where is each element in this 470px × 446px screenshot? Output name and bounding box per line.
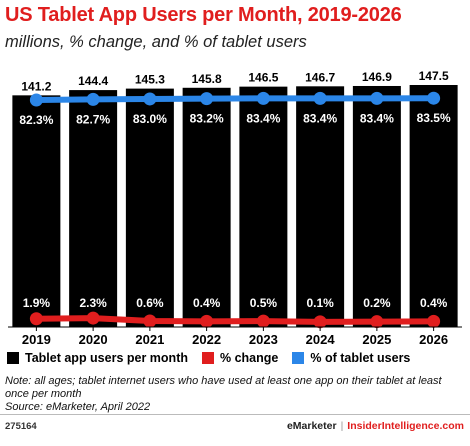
chart-id: 275164 [5,421,37,432]
change-point-2025 [370,315,384,329]
bar-2023 [239,86,288,327]
legend-swatch-change [202,352,214,364]
chart-subtitle: millions, % change, and % of tablet user… [5,33,307,51]
change-point-2019 [29,312,43,326]
brand-separator: | [340,420,344,432]
bar-2026 [409,85,458,327]
bar-label-2021: 145.3 [135,73,165,87]
change-point-2021 [143,314,157,328]
legend-item-change: % change [202,351,278,365]
share-label-2020: 82.7% [76,112,110,126]
change-label-2022: 0.4% [193,296,221,310]
legend-label-share: % of tablet users [310,351,411,365]
legend-item-users: Tablet app users per month [7,351,188,365]
change-label-2025: 0.2% [363,296,391,310]
change-point-2020 [86,311,100,325]
change-line [36,315,434,325]
change-point-2022 [200,314,214,328]
share-point-2022 [200,92,214,106]
x-tick-label-2024: 2024 [306,332,336,347]
legend-swatch-share [292,352,305,364]
change-label-2024: 0.1% [306,296,334,310]
share-label-2026: 83.5% [417,111,451,125]
share-label-2019: 82.3% [19,113,53,127]
bar-2021 [125,88,174,327]
share-label-2024: 83.4% [303,111,337,125]
share-point-2023 [256,91,270,105]
share-point-2024 [313,91,327,105]
change-label-2026: 0.4% [420,296,448,310]
change-label-2023: 0.5% [250,296,278,310]
bar-label-2019: 141.2 [21,79,51,93]
x-tick-label-2021: 2021 [135,332,164,347]
legend: Tablet app users per month % change % of… [7,351,424,365]
chart-notes: Note: all ages; tablet internet users wh… [5,375,465,414]
footer-divider [0,414,470,415]
x-tick-label-2022: 2022 [192,332,221,347]
bar-2019 [12,95,61,327]
bar-label-2020: 144.4 [78,74,108,88]
share-point-2026 [427,91,441,105]
bar-label-2022: 145.8 [192,72,222,86]
share-point-2025 [370,91,384,105]
change-label-2020: 2.3% [79,296,107,310]
share-point-2021 [143,92,157,106]
x-tick-label-2023: 2023 [249,332,278,347]
share-point-2020 [86,92,100,106]
chart-plot: 141.2 144.4 145.3 145.8 146.5 146.7 146.9 147.5… [8,69,462,347]
share-label-2021: 83.0% [133,112,167,126]
change-point-2023 [256,314,270,328]
bar-2025 [352,85,401,327]
note-text: Note: all ages; tablet internet users wh… [5,375,442,400]
change-point-2024 [313,315,327,329]
x-tick-label-2026: 2026 [419,332,448,347]
footer-brand: eMarketer | InsiderIntelligence.com [287,420,464,432]
legend-label-users: Tablet app users per month [25,351,188,365]
change-label-2021: 0.6% [136,296,164,310]
x-tick-label-2020: 2020 [79,332,108,347]
change-point-2026 [427,314,441,328]
legend-label-change: % change [220,351,279,365]
bar-2020 [69,90,118,327]
bar-2022 [182,87,231,327]
bar-label-2023: 146.5 [248,71,278,85]
x-tick-label-2025: 2025 [362,332,391,347]
chart-title: US Tablet App Users per Month, 2019-2026 [5,4,402,26]
change-label-2019: 1.9% [23,296,51,310]
x-tick-label-2019: 2019 [22,332,51,347]
source-text: Source: eMarketer, April 2022 [5,401,151,413]
share-line [36,95,434,103]
share-label-2025: 83.4% [360,111,394,125]
share-point-2019 [29,93,43,107]
brand-emarketer: eMarketer [286,420,337,432]
bar-label-2026: 147.5 [419,69,449,83]
share-label-2023: 83.4% [246,111,280,125]
bar-label-2024: 146.7 [305,70,335,84]
bar-label-2025: 146.9 [362,70,392,84]
legend-item-share: % of tablet users [292,351,410,365]
legend-swatch-users [7,352,19,364]
brand-insider-intelligence: InsiderIntelligence.com [347,420,464,432]
bar-2024 [296,86,345,327]
share-label-2022: 83.2% [190,112,224,126]
